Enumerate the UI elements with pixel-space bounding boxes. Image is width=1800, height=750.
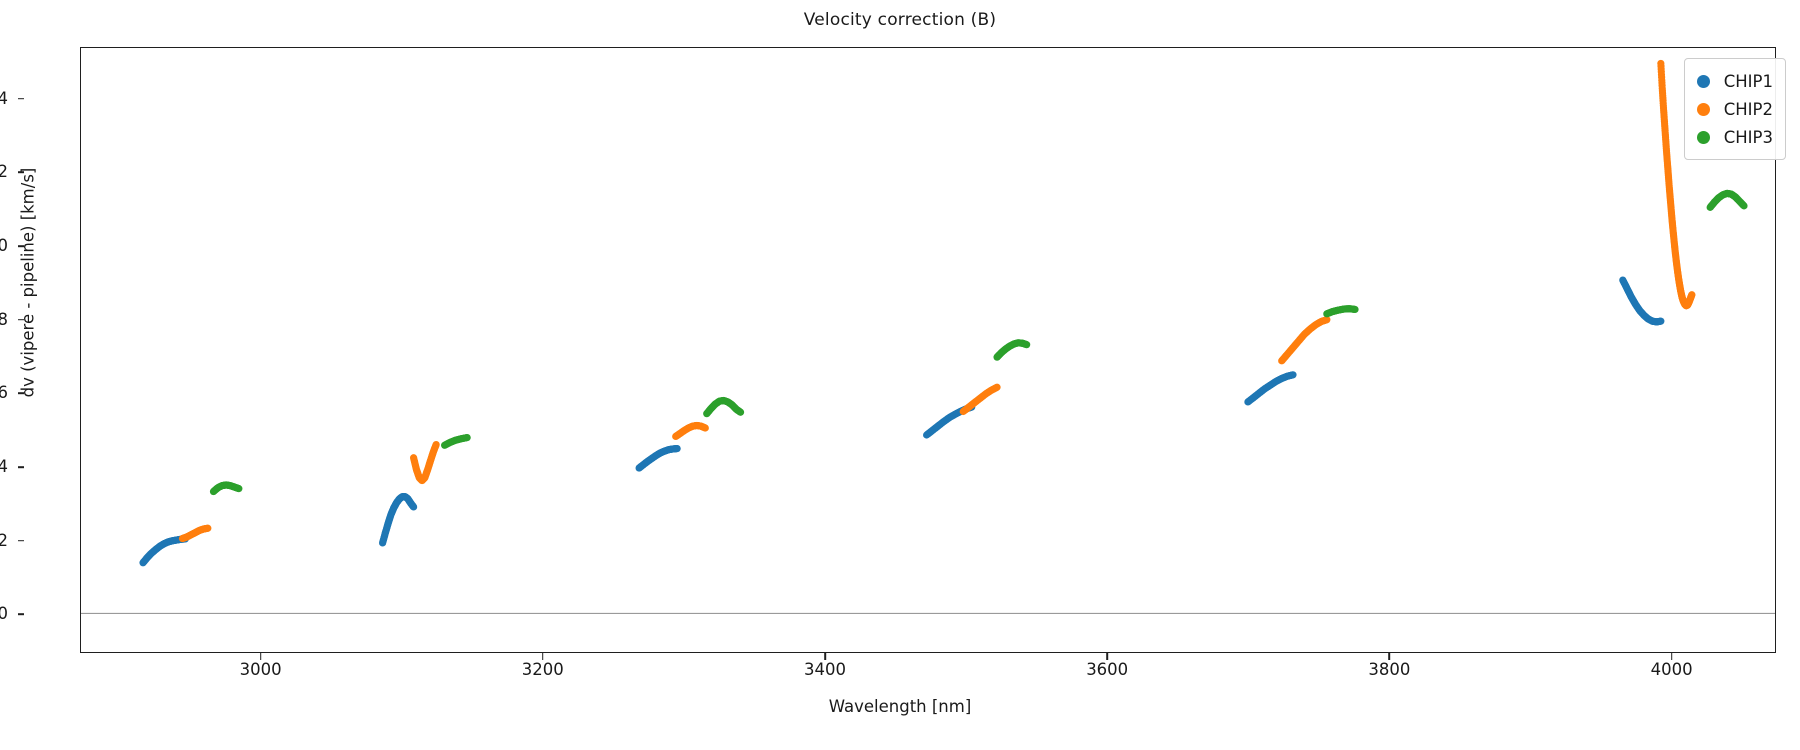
x-tick-label: 3200 bbox=[521, 660, 564, 679]
legend-item-label: CHIP3 bbox=[1723, 127, 1773, 147]
chart-legend: CHIP1 CHIP2 CHIP3 bbox=[1683, 58, 1786, 160]
legend-item-chip3[interactable]: CHIP3 bbox=[1696, 123, 1773, 151]
y-tick-mark bbox=[17, 539, 24, 542]
series-chip1 bbox=[139, 276, 1665, 567]
y-tick-label: 8 bbox=[0, 309, 8, 329]
y-tick-label: 10 bbox=[0, 235, 8, 255]
legend-marker-icon bbox=[1696, 102, 1710, 116]
x-tick-label: 3800 bbox=[1368, 660, 1411, 679]
y-tick-label: 6 bbox=[0, 383, 8, 403]
x-axis-label: Wavelength [nm] bbox=[828, 697, 972, 716]
x-tick-mark bbox=[1388, 653, 1391, 660]
y-tick-label: 4 bbox=[0, 456, 8, 476]
legend-item-label: CHIP2 bbox=[1723, 99, 1773, 119]
series-chip3 bbox=[209, 189, 1748, 496]
y-tick-mark bbox=[17, 392, 24, 395]
x-tick-mark bbox=[1106, 653, 1108, 660]
y-axis-label: dv (vipere - pipeline) [km/s] bbox=[18, 167, 38, 398]
data-canvas bbox=[81, 59, 1775, 615]
y-tick-mark bbox=[17, 318, 24, 321]
x-tick-label: 3600 bbox=[1086, 660, 1129, 679]
x-tick-label: 4000 bbox=[1650, 660, 1693, 679]
legend-marker-icon bbox=[1696, 74, 1710, 88]
y-tick-label: 0 bbox=[0, 604, 8, 624]
legend-item-chip2[interactable]: CHIP2 bbox=[1696, 95, 1773, 123]
data-point bbox=[1657, 317, 1665, 325]
data-point bbox=[235, 485, 243, 493]
x-tick-mark bbox=[824, 653, 826, 660]
data-point bbox=[673, 444, 681, 453]
data-point bbox=[736, 408, 745, 416]
legend-item-chip1[interactable]: CHIP1 bbox=[1696, 67, 1773, 95]
data-point bbox=[463, 433, 471, 442]
y-tick-mark bbox=[17, 466, 24, 468]
y-tick-mark bbox=[17, 245, 24, 247]
y-tick-mark bbox=[17, 97, 24, 100]
y-tick-mark bbox=[17, 171, 24, 174]
x-tick-mark bbox=[542, 653, 544, 660]
data-point bbox=[701, 424, 709, 432]
y-tick-mark bbox=[17, 613, 24, 616]
y-tick-label: 2 bbox=[0, 530, 8, 550]
data-point bbox=[1323, 316, 1331, 324]
x-tick-label: 3000 bbox=[239, 660, 282, 679]
data-point bbox=[1740, 202, 1748, 210]
x-tick-mark bbox=[1670, 653, 1673, 660]
data-point bbox=[1289, 371, 1297, 379]
y-tick-label: 12 bbox=[0, 162, 8, 181]
series-chip2 bbox=[178, 59, 1696, 543]
data-point bbox=[204, 524, 212, 532]
plot-area bbox=[80, 47, 1776, 653]
data-point bbox=[993, 383, 1001, 391]
chart-title: Velocity correction (B) bbox=[803, 10, 997, 30]
data-point bbox=[1351, 305, 1359, 314]
legend-item-label: CHIP1 bbox=[1723, 71, 1773, 91]
data-point bbox=[1023, 341, 1031, 349]
data-point bbox=[1688, 291, 1696, 299]
y-tick-label: 14 bbox=[0, 88, 8, 108]
x-tick-mark bbox=[259, 653, 262, 660]
legend-marker-icon bbox=[1696, 130, 1710, 144]
x-tick-label: 3400 bbox=[803, 660, 846, 679]
data-point bbox=[410, 503, 418, 511]
data-point bbox=[432, 440, 440, 449]
